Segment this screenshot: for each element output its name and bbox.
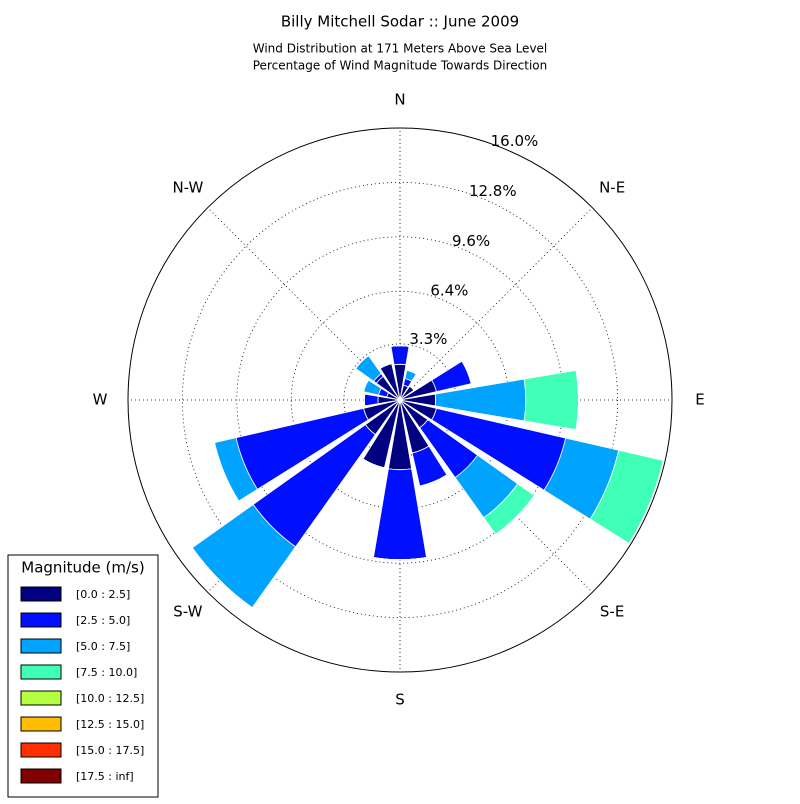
r-tick-label: 16.0% bbox=[491, 132, 539, 150]
legend-swatch bbox=[21, 743, 61, 757]
legend-label: [7.5 : 10.0] bbox=[76, 666, 137, 679]
legend-swatch bbox=[21, 769, 61, 783]
direction-label: E bbox=[695, 391, 704, 409]
direction-label: S-E bbox=[600, 603, 624, 621]
direction-label: S bbox=[395, 691, 405, 709]
rose-segment bbox=[364, 394, 378, 406]
direction-label: W bbox=[93, 391, 108, 409]
direction-label: S-W bbox=[173, 603, 202, 621]
legend-swatch bbox=[21, 639, 61, 653]
legend-label: [12.5 : 15.0] bbox=[76, 718, 144, 731]
r-tick-label: 6.4% bbox=[430, 282, 468, 300]
legend-swatch bbox=[21, 613, 61, 627]
legend-swatch bbox=[21, 691, 61, 705]
r-tick-label: 12.8% bbox=[469, 182, 517, 200]
legend-label: [2.5 : 5.0] bbox=[76, 614, 130, 627]
legend-swatch bbox=[21, 717, 61, 731]
rose-segment bbox=[432, 361, 472, 391]
legend-swatch bbox=[21, 587, 61, 601]
legend-label: [5.0 : 7.5] bbox=[76, 640, 130, 653]
chart-title: Billy Mitchell Sodar :: June 2009 bbox=[281, 13, 519, 31]
chart-subtitle: Wind Distribution at 171 Meters Above Se… bbox=[253, 42, 548, 56]
legend-label: [0.0 : 2.5] bbox=[76, 588, 130, 601]
legend-label: [10.0 : 12.5] bbox=[76, 692, 144, 705]
direction-label: N-E bbox=[599, 178, 625, 196]
legend-title: Magnitude (m/s) bbox=[21, 559, 144, 577]
legend-label: [17.5 : inf] bbox=[76, 770, 134, 783]
r-tick-label: 3.3% bbox=[409, 330, 447, 348]
rose-segment bbox=[524, 370, 578, 429]
legend-label: [15.0 : 17.5] bbox=[76, 744, 144, 757]
legend: Magnitude (m/s) [0.0 : 2.5] [2.5 : 5.0] [5.… bbox=[8, 555, 158, 797]
chart-subtitle: Percentage of Wind Magnitude Towards Dir… bbox=[253, 59, 547, 73]
spoke bbox=[400, 208, 592, 400]
rose-segment bbox=[391, 346, 409, 365]
direction-label: N bbox=[394, 91, 405, 109]
legend-swatch bbox=[21, 665, 61, 679]
rose-segment bbox=[356, 356, 382, 382]
direction-label: N-W bbox=[172, 178, 203, 196]
r-tick-label: 9.6% bbox=[452, 232, 490, 250]
